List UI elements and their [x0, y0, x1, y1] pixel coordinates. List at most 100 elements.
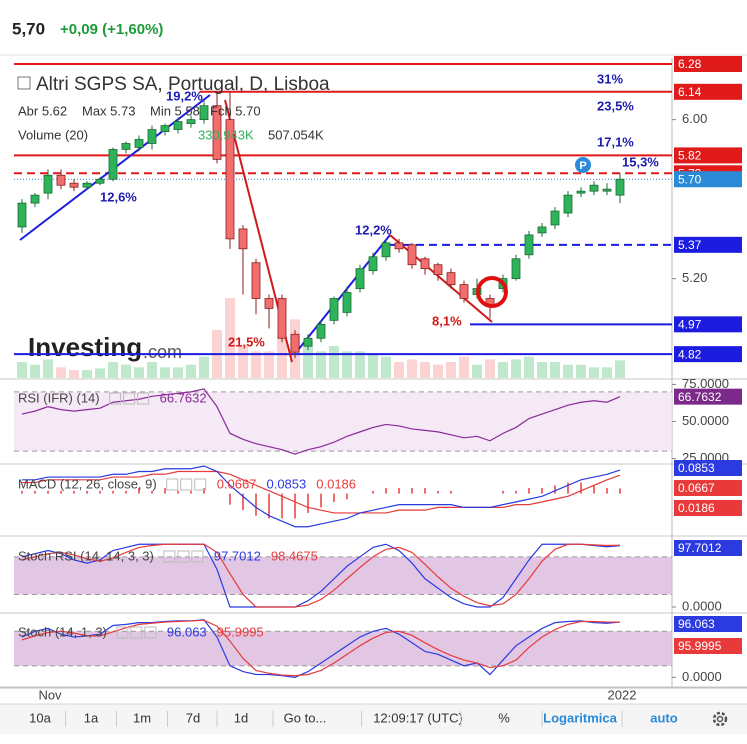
candle-body — [550, 210, 560, 226]
trend-line — [389, 234, 493, 323]
indicator-value-label: 97.7012 — [678, 541, 722, 555]
volume-average: 507.054K — [268, 127, 324, 142]
ohlc-legend: Max 5.73 — [82, 103, 135, 118]
indicator-icon — [116, 626, 129, 639]
chart-title: Altri SGPS SA, Portugal, D, Lisboa — [36, 74, 330, 95]
indicator-icon — [166, 478, 179, 491]
price-level-label: 4.82 — [678, 347, 702, 361]
toolbar-button[interactable]: 7d — [186, 710, 200, 725]
candle-body — [602, 188, 612, 192]
annotation: 23,5% — [597, 98, 634, 113]
candle-body — [108, 149, 118, 180]
toolbar-button[interactable]: % — [498, 710, 510, 725]
ohlc-legend: Abr 5.62 — [18, 103, 67, 118]
indicator-icon — [163, 550, 176, 563]
volume-bar — [394, 362, 404, 378]
candle-body — [121, 143, 131, 150]
volume-bar — [121, 364, 131, 378]
volume-bar — [420, 362, 430, 378]
candle-body — [277, 298, 287, 339]
annotation: 31% — [597, 71, 623, 86]
toolbar-button[interactable]: Logaritmica — [543, 710, 617, 725]
indicator-icon — [109, 392, 122, 405]
indicator-value-label-box — [674, 480, 742, 496]
candle-body — [173, 121, 183, 130]
gear — [712, 711, 728, 727]
y-tick-label: 0.0000 — [682, 598, 722, 613]
annotation: 17,1% — [597, 134, 634, 149]
indicator-title: Stoch (14, 1, 3) — [18, 624, 107, 639]
indicator-icon — [123, 392, 136, 405]
annotation: 19,2% — [166, 88, 203, 103]
volume-bar — [524, 356, 534, 378]
volume-bar — [563, 364, 573, 378]
indicator-line — [22, 465, 621, 528]
indicator-line — [21, 543, 621, 608]
candle-body — [199, 105, 209, 121]
volume-bar — [329, 346, 339, 378]
toolbar-button[interactable]: 1a — [84, 710, 99, 725]
candle-body — [290, 333, 300, 353]
settings-icon[interactable] — [712, 711, 728, 727]
ohlc-legend: Fch 5.70 — [210, 103, 261, 118]
price-level-label-box — [674, 55, 742, 72]
toolbar-button[interactable]: 1m — [133, 710, 151, 725]
price-level-label: 5.82 — [678, 149, 702, 163]
toolbar-button[interactable]: 10a — [29, 710, 51, 725]
volume-bar — [355, 351, 365, 378]
marker-p-text: P — [579, 160, 586, 172]
price-change: +0,09 (+1,60%) — [60, 21, 163, 38]
volume-bar — [56, 367, 66, 378]
volume-bar — [381, 356, 391, 378]
candle-body — [524, 234, 534, 256]
indicator-value: 96.063 — [167, 624, 207, 639]
indicator-value-label-box — [674, 388, 742, 405]
candle-body — [420, 258, 430, 270]
candle-body — [459, 284, 469, 299]
indicator-icon — [180, 478, 193, 491]
indicator-value-label: 0.0186 — [678, 501, 715, 515]
candle-body — [251, 262, 261, 299]
indicator-icon — [191, 550, 204, 563]
volume-bar — [511, 359, 521, 378]
volume-bar — [459, 356, 469, 378]
toolbar-button[interactable]: Go to... — [284, 710, 327, 725]
indicator-value-label-box — [674, 616, 742, 632]
indicator-value-label: 95.9995 — [678, 639, 722, 653]
x-tick-label: 2022 — [608, 687, 637, 702]
indicator-value-label: 0.0853 — [678, 461, 715, 475]
indicator-value: 0.0853 — [266, 476, 306, 491]
annotation: 8,1% — [432, 313, 462, 328]
price-level-label-box — [674, 83, 742, 100]
indicator-value: 97.7012 — [214, 548, 261, 563]
volume-bar — [316, 351, 326, 378]
indicator-value-label-box — [674, 460, 742, 476]
price-level-label-box — [674, 236, 742, 253]
y-tick-label: 6.00 — [682, 111, 707, 126]
annotation: 21,5% — [228, 334, 265, 349]
watermark: Investing — [28, 332, 142, 362]
indicator-icon — [137, 392, 150, 405]
price-level-label: 4.97 — [678, 318, 702, 332]
volume-bar — [238, 346, 248, 378]
candle-body — [576, 190, 586, 194]
candle-body — [563, 194, 573, 214]
indicator-value: 95.9995 — [217, 624, 264, 639]
volume-bar — [173, 367, 183, 378]
toolbar-button[interactable]: 1d — [234, 710, 248, 725]
indicator-title: Stoch RSI (14, 14, 3, 3) — [18, 548, 154, 563]
indicator-icon — [194, 478, 207, 491]
volume-bar — [82, 370, 92, 378]
toolbar-button[interactable]: auto — [650, 710, 678, 725]
indicator-value-label-box — [674, 500, 742, 516]
candle-body — [212, 105, 222, 160]
band — [14, 556, 672, 595]
price: 5,70 — [12, 19, 45, 38]
y-tick-label: 75.0000 — [682, 376, 729, 391]
indicator-value-label: 66.7632 — [678, 390, 722, 404]
candle-body — [433, 264, 443, 276]
volume-bar — [433, 364, 443, 378]
volume-bar — [147, 362, 157, 378]
